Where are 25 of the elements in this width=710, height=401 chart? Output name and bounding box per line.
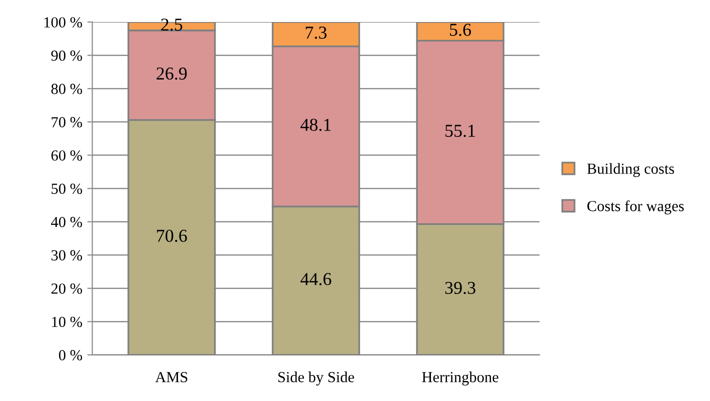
y-tick-label: 30 % [51,250,82,261]
y-tick-label: 80 % [51,84,82,94]
y-tick-label: 20 % [51,283,82,294]
y-tick-label: 90 % [51,50,82,61]
y-tick-label: 10 % [52,316,82,328]
x-tick-label: Herringbone [422,372,498,386]
legend-label: Building costs [587,163,674,178]
data-label: 5.6 [450,24,471,36]
data-label: 7.3 [306,26,327,39]
x-tick-label: AMS [155,372,188,382]
data-label: 44.6 [300,273,332,286]
y-tick-label: 50 % [52,184,82,194]
x-tick-label: Side by Side [278,372,354,386]
y-tick-label: 40 % [51,216,82,228]
data-label: 39.3 [445,282,476,294]
y-tick-label: 60 % [51,150,82,161]
y-tick-label: 100 % [44,17,82,28]
data-label: 70.6 [157,230,187,242]
legend-label: Costs for wages [587,200,684,214]
y-tick-label: 70 % [52,117,82,128]
data-label: 55.1 [445,124,475,137]
data-label: 26.9 [156,68,187,80]
data-label: 48.1 [300,118,331,131]
y-tick-label: 0 % [58,350,82,360]
data-label: 2.5 [161,18,182,31]
